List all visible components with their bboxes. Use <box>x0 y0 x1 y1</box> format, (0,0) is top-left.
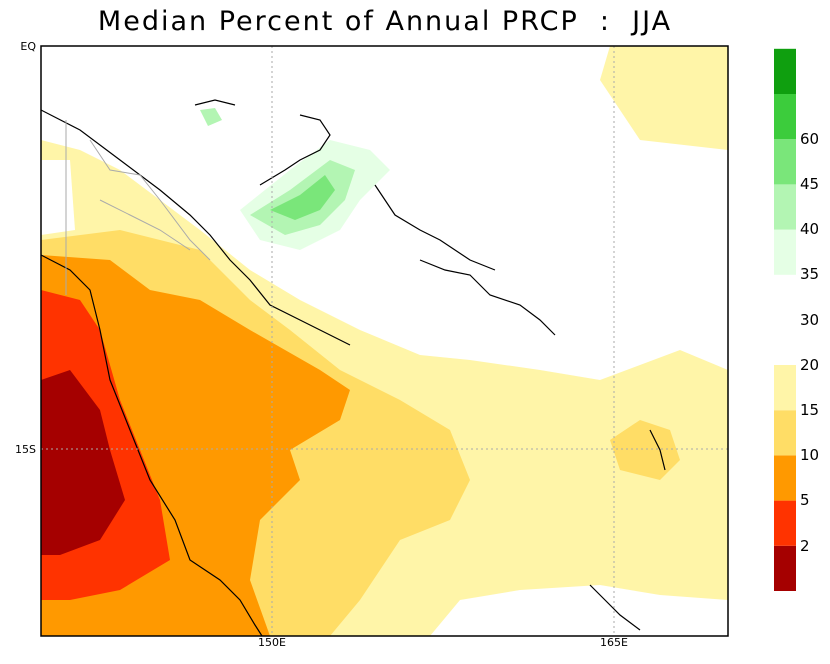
lat-label-15s: 15S <box>15 443 36 456</box>
legend-upper-bins <box>774 48 796 320</box>
legend-swatch->60 <box>774 48 796 94</box>
legend-swatch-<2 <box>774 545 796 591</box>
legend-label-30: 30 <box>800 311 820 329</box>
map-title: Median Percent of Annual PRCP : JJA <box>97 6 673 37</box>
contour-30-35-small <box>200 108 222 126</box>
legend-swatch-40-45 <box>774 139 796 185</box>
legend-label-2: 2 <box>800 537 810 555</box>
lat-label-eq: EQ <box>20 40 36 53</box>
map-field <box>41 46 728 636</box>
legend-swatch-30-35 <box>774 229 796 275</box>
contour-20-30-south <box>430 585 728 636</box>
legend-label-20: 20 <box>800 356 820 374</box>
legend-lower-bins <box>774 365 796 591</box>
grid-lines <box>41 46 728 636</box>
map-frame <box>40 45 729 637</box>
legend-swatch-20-30 <box>774 274 796 320</box>
legend-label-45: 45 <box>800 175 820 193</box>
lon-label-165e: 165E <box>600 636 628 649</box>
legend-swatch-15-20 <box>774 365 796 411</box>
contour-40-45 <box>270 175 335 220</box>
coastlines <box>41 99 666 636</box>
contour-20-30-north <box>41 46 728 380</box>
legend-swatch-10-15 <box>774 410 796 456</box>
state-borders <box>65 120 211 295</box>
lon-label-150e: 150E <box>258 636 286 649</box>
legend-swatch-35-40 <box>774 184 796 230</box>
contour-10-15-east <box>610 420 680 480</box>
legend-label-35: 35 <box>800 265 820 283</box>
contour-under-2 <box>41 370 125 555</box>
color-legend <box>774 48 796 591</box>
legend-label-15: 15 <box>800 401 820 419</box>
legend-swatch-45-60 <box>774 94 796 140</box>
legend-swatch-5-10 <box>774 455 796 501</box>
legend-label-60: 60 <box>800 130 820 148</box>
legend-swatch-2-5 <box>774 500 796 546</box>
legend-label-5: 5 <box>800 491 810 509</box>
contour-20-30-west <box>41 160 75 235</box>
legend-label-10: 10 <box>800 446 820 464</box>
legend-label-40: 40 <box>800 220 820 238</box>
